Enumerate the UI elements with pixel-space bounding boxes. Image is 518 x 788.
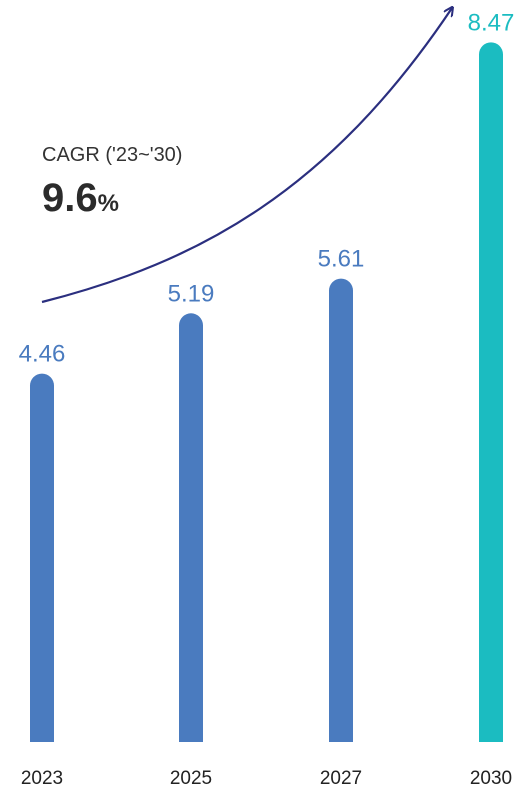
cagr-unit: %: [97, 190, 119, 217]
value-label-2030: 8.47: [468, 9, 515, 36]
value-label-2023: 4.46: [19, 341, 66, 368]
value-label-2025: 5.19: [168, 280, 215, 307]
bars-layer: [30, 42, 503, 743]
value-label-2027: 5.61: [318, 246, 365, 273]
x-tick-label-2030: 2030: [470, 768, 512, 788]
growth-arrow-icon: [41, 8, 452, 304]
x-tick-label-2023: 2023: [21, 768, 63, 788]
bar-2027: [329, 278, 353, 742]
bar-2030: [479, 42, 503, 743]
x-tick-label-2025: 2025: [170, 768, 212, 788]
x-tick-label-2027: 2027: [320, 768, 362, 788]
cagr-value: 9.6%: [42, 178, 119, 218]
value-labels-layer: 4.46 5.19 5.61 8.47: [19, 9, 515, 367]
bar-2023: [30, 373, 54, 742]
cagr-number: 9.6: [42, 176, 98, 220]
x-tick-labels-layer: 2023 2025 2027 2030: [21, 768, 512, 788]
bar-2025: [179, 313, 203, 742]
cagr-label: CAGR ('23~'30): [42, 144, 183, 166]
